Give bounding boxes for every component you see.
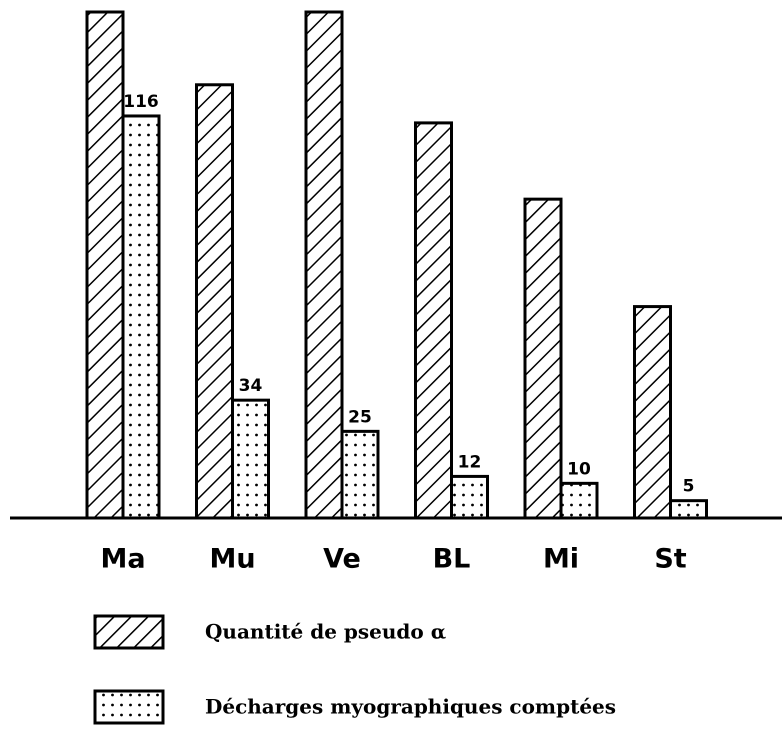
value-label: 34: [239, 376, 263, 396]
value-label: 10: [567, 459, 591, 479]
bar: [85, 10, 125, 520]
bar: [414, 121, 453, 520]
bar: [450, 474, 489, 520]
value-label: 116: [123, 92, 159, 112]
bar: [195, 83, 234, 520]
legend-swatch: [93, 689, 165, 725]
value-label: 12: [458, 452, 482, 472]
bar: [559, 481, 599, 520]
x-tick-label: BL: [433, 544, 471, 575]
legend-swatch: [93, 614, 165, 650]
legend-label: Décharges myographiques comptées: [205, 695, 616, 719]
x-tick-label: Ma: [100, 544, 145, 575]
x-tick-label: Mi: [543, 544, 579, 575]
value-label: 25: [348, 407, 372, 427]
bar: [633, 305, 672, 520]
bar: [231, 398, 270, 520]
bar: [340, 429, 380, 520]
x-tick-label: Ve: [323, 544, 361, 575]
bar: [523, 197, 563, 520]
bar: [669, 499, 708, 520]
x-tick-label: St: [654, 544, 686, 575]
bar: [304, 10, 344, 520]
value-label: 5: [683, 477, 695, 497]
bar: [121, 114, 161, 520]
legend-label: Quantité de pseudo α: [205, 620, 446, 644]
x-tick-label: Mu: [209, 544, 255, 575]
